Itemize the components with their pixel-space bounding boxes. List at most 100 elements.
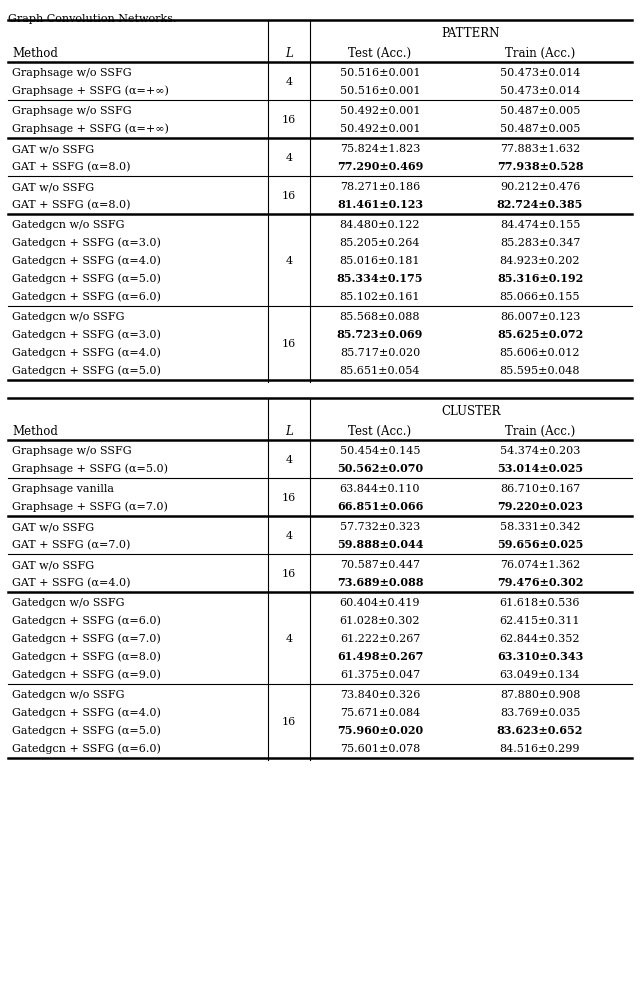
Text: 61.498±0.267: 61.498±0.267 — [337, 651, 423, 662]
Text: Graph Convolution Networks.: Graph Convolution Networks. — [8, 14, 177, 24]
Text: 60.404±0.419: 60.404±0.419 — [340, 598, 420, 608]
Text: Graphsage + SSFG (α=+∞): Graphsage + SSFG (α=+∞) — [12, 124, 169, 134]
Text: GAT w/o SSFG: GAT w/o SSFG — [12, 560, 94, 570]
Text: Gatedgcn + SSFG (α=5.0): Gatedgcn + SSFG (α=5.0) — [12, 365, 161, 376]
Text: 85.568±0.088: 85.568±0.088 — [340, 312, 420, 322]
Text: Gatedgcn + SSFG (α=5.0): Gatedgcn + SSFG (α=5.0) — [12, 726, 161, 736]
Text: 85.066±0.155: 85.066±0.155 — [500, 292, 580, 302]
Text: Method: Method — [12, 47, 58, 60]
Text: Gatedgcn w/o SSFG: Gatedgcn w/o SSFG — [12, 312, 125, 322]
Text: 63.049±0.134: 63.049±0.134 — [500, 670, 580, 680]
Text: Gatedgcn + SSFG (α=7.0): Gatedgcn + SSFG (α=7.0) — [12, 634, 161, 644]
Text: 4: 4 — [285, 256, 292, 266]
Text: 50.516±0.001: 50.516±0.001 — [340, 86, 420, 96]
Text: GAT w/o SSFG: GAT w/o SSFG — [12, 522, 94, 532]
Text: 16: 16 — [282, 717, 296, 727]
Text: 50.516±0.001: 50.516±0.001 — [340, 68, 420, 78]
Text: 77.290±0.469: 77.290±0.469 — [337, 162, 423, 173]
Text: 85.651±0.054: 85.651±0.054 — [340, 366, 420, 376]
Text: Test (Acc.): Test (Acc.) — [348, 47, 412, 60]
Text: GAT + SSFG (α=8.0): GAT + SSFG (α=8.0) — [12, 162, 131, 172]
Text: Test (Acc.): Test (Acc.) — [348, 425, 412, 438]
Text: Gatedgcn + SSFG (α=3.0): Gatedgcn + SSFG (α=3.0) — [12, 330, 161, 341]
Text: 83.769±0.035: 83.769±0.035 — [500, 708, 580, 718]
Text: 86.710±0.167: 86.710±0.167 — [500, 484, 580, 494]
Text: 85.625±0.072: 85.625±0.072 — [497, 330, 583, 341]
Text: 4: 4 — [285, 455, 292, 465]
Text: 85.334±0.175: 85.334±0.175 — [337, 273, 423, 285]
Text: L: L — [285, 425, 293, 438]
Text: Gatedgcn + SSFG (α=4.0): Gatedgcn + SSFG (α=4.0) — [12, 256, 161, 266]
Text: GAT w/o SSFG: GAT w/o SSFG — [12, 144, 94, 154]
Text: 84.516±0.299: 84.516±0.299 — [500, 744, 580, 754]
Text: 61.375±0.047: 61.375±0.047 — [340, 670, 420, 680]
Text: 62.844±0.352: 62.844±0.352 — [500, 634, 580, 644]
Text: Gatedgcn + SSFG (α=4.0): Gatedgcn + SSFG (α=4.0) — [12, 348, 161, 358]
Text: 85.606±0.012: 85.606±0.012 — [500, 348, 580, 358]
Text: 86.007±0.123: 86.007±0.123 — [500, 312, 580, 322]
Text: Gatedgcn + SSFG (α=3.0): Gatedgcn + SSFG (α=3.0) — [12, 237, 161, 248]
Text: 70.587±0.447: 70.587±0.447 — [340, 560, 420, 570]
Text: 73.689±0.088: 73.689±0.088 — [337, 578, 423, 589]
Text: 61.222±0.267: 61.222±0.267 — [340, 634, 420, 644]
Text: 85.717±0.020: 85.717±0.020 — [340, 348, 420, 358]
Text: Method: Method — [12, 425, 58, 438]
Text: Graphsage w/o SSFG: Graphsage w/o SSFG — [12, 446, 132, 456]
Text: 85.595±0.048: 85.595±0.048 — [500, 366, 580, 376]
Text: 4: 4 — [285, 634, 292, 644]
Text: 61.028±0.302: 61.028±0.302 — [340, 616, 420, 626]
Text: Gatedgcn w/o SSFG: Gatedgcn w/o SSFG — [12, 690, 125, 700]
Text: 85.102±0.161: 85.102±0.161 — [340, 292, 420, 302]
Text: GAT + SSFG (α=4.0): GAT + SSFG (α=4.0) — [12, 578, 131, 588]
Text: GAT + SSFG (α=8.0): GAT + SSFG (α=8.0) — [12, 200, 131, 211]
Text: 57.732±0.323: 57.732±0.323 — [340, 522, 420, 532]
Text: 62.415±0.311: 62.415±0.311 — [500, 616, 580, 626]
Text: 90.212±0.476: 90.212±0.476 — [500, 182, 580, 192]
Text: Gatedgcn + SSFG (α=6.0): Gatedgcn + SSFG (α=6.0) — [12, 744, 161, 755]
Text: 81.461±0.123: 81.461±0.123 — [337, 200, 423, 211]
Text: 84.480±0.122: 84.480±0.122 — [340, 220, 420, 230]
Text: 75.601±0.078: 75.601±0.078 — [340, 744, 420, 754]
Text: Graphsage w/o SSFG: Graphsage w/o SSFG — [12, 68, 132, 78]
Text: 77.883±1.632: 77.883±1.632 — [500, 144, 580, 154]
Text: 85.205±0.264: 85.205±0.264 — [340, 238, 420, 248]
Text: 50.487±0.005: 50.487±0.005 — [500, 124, 580, 134]
Text: Train (Acc.): Train (Acc.) — [505, 47, 575, 60]
Text: Gatedgcn + SSFG (α=8.0): Gatedgcn + SSFG (α=8.0) — [12, 651, 161, 662]
Text: GAT + SSFG (α=7.0): GAT + SSFG (α=7.0) — [12, 540, 131, 550]
Text: 75.671±0.084: 75.671±0.084 — [340, 708, 420, 718]
Text: Graphsage + SSFG (α=5.0): Graphsage + SSFG (α=5.0) — [12, 464, 168, 475]
Text: Gatedgcn w/o SSFG: Gatedgcn w/o SSFG — [12, 598, 125, 608]
Text: 78.271±0.186: 78.271±0.186 — [340, 182, 420, 192]
Text: Graphsage + SSFG (α=7.0): Graphsage + SSFG (α=7.0) — [12, 501, 168, 512]
Text: 16: 16 — [282, 339, 296, 349]
Text: L: L — [285, 47, 293, 60]
Text: Graphsage w/o SSFG: Graphsage w/o SSFG — [12, 106, 132, 116]
Text: 84.923±0.202: 84.923±0.202 — [500, 256, 580, 266]
Text: 79.476±0.302: 79.476±0.302 — [497, 578, 583, 589]
Text: 73.840±0.326: 73.840±0.326 — [340, 690, 420, 700]
Text: 50.562±0.070: 50.562±0.070 — [337, 464, 423, 475]
Text: Gatedgcn + SSFG (α=9.0): Gatedgcn + SSFG (α=9.0) — [12, 669, 161, 680]
Text: 16: 16 — [282, 569, 296, 579]
Text: 66.851±0.066: 66.851±0.066 — [337, 501, 423, 512]
Text: 16: 16 — [282, 191, 296, 201]
Text: Gatedgcn + SSFG (α=4.0): Gatedgcn + SSFG (α=4.0) — [12, 708, 161, 718]
Text: 4: 4 — [285, 531, 292, 541]
Text: 4: 4 — [285, 77, 292, 87]
Text: 63.310±0.343: 63.310±0.343 — [497, 651, 583, 662]
Text: 85.283±0.347: 85.283±0.347 — [500, 238, 580, 248]
Text: Gatedgcn + SSFG (α=6.0): Gatedgcn + SSFG (α=6.0) — [12, 292, 161, 302]
Text: 59.656±0.025: 59.656±0.025 — [497, 539, 583, 550]
Text: Gatedgcn w/o SSFG: Gatedgcn w/o SSFG — [12, 220, 125, 230]
Text: 58.331±0.342: 58.331±0.342 — [500, 522, 580, 532]
Text: 76.074±1.362: 76.074±1.362 — [500, 560, 580, 570]
Text: 16: 16 — [282, 115, 296, 125]
Text: PATTERN: PATTERN — [442, 27, 500, 40]
Text: 63.844±0.110: 63.844±0.110 — [340, 484, 420, 494]
Text: 82.724±0.385: 82.724±0.385 — [497, 200, 583, 211]
Text: 59.888±0.044: 59.888±0.044 — [337, 539, 423, 550]
Text: 85.723±0.069: 85.723±0.069 — [337, 330, 423, 341]
Text: 85.316±0.192: 85.316±0.192 — [497, 273, 583, 285]
Text: 4: 4 — [285, 153, 292, 163]
